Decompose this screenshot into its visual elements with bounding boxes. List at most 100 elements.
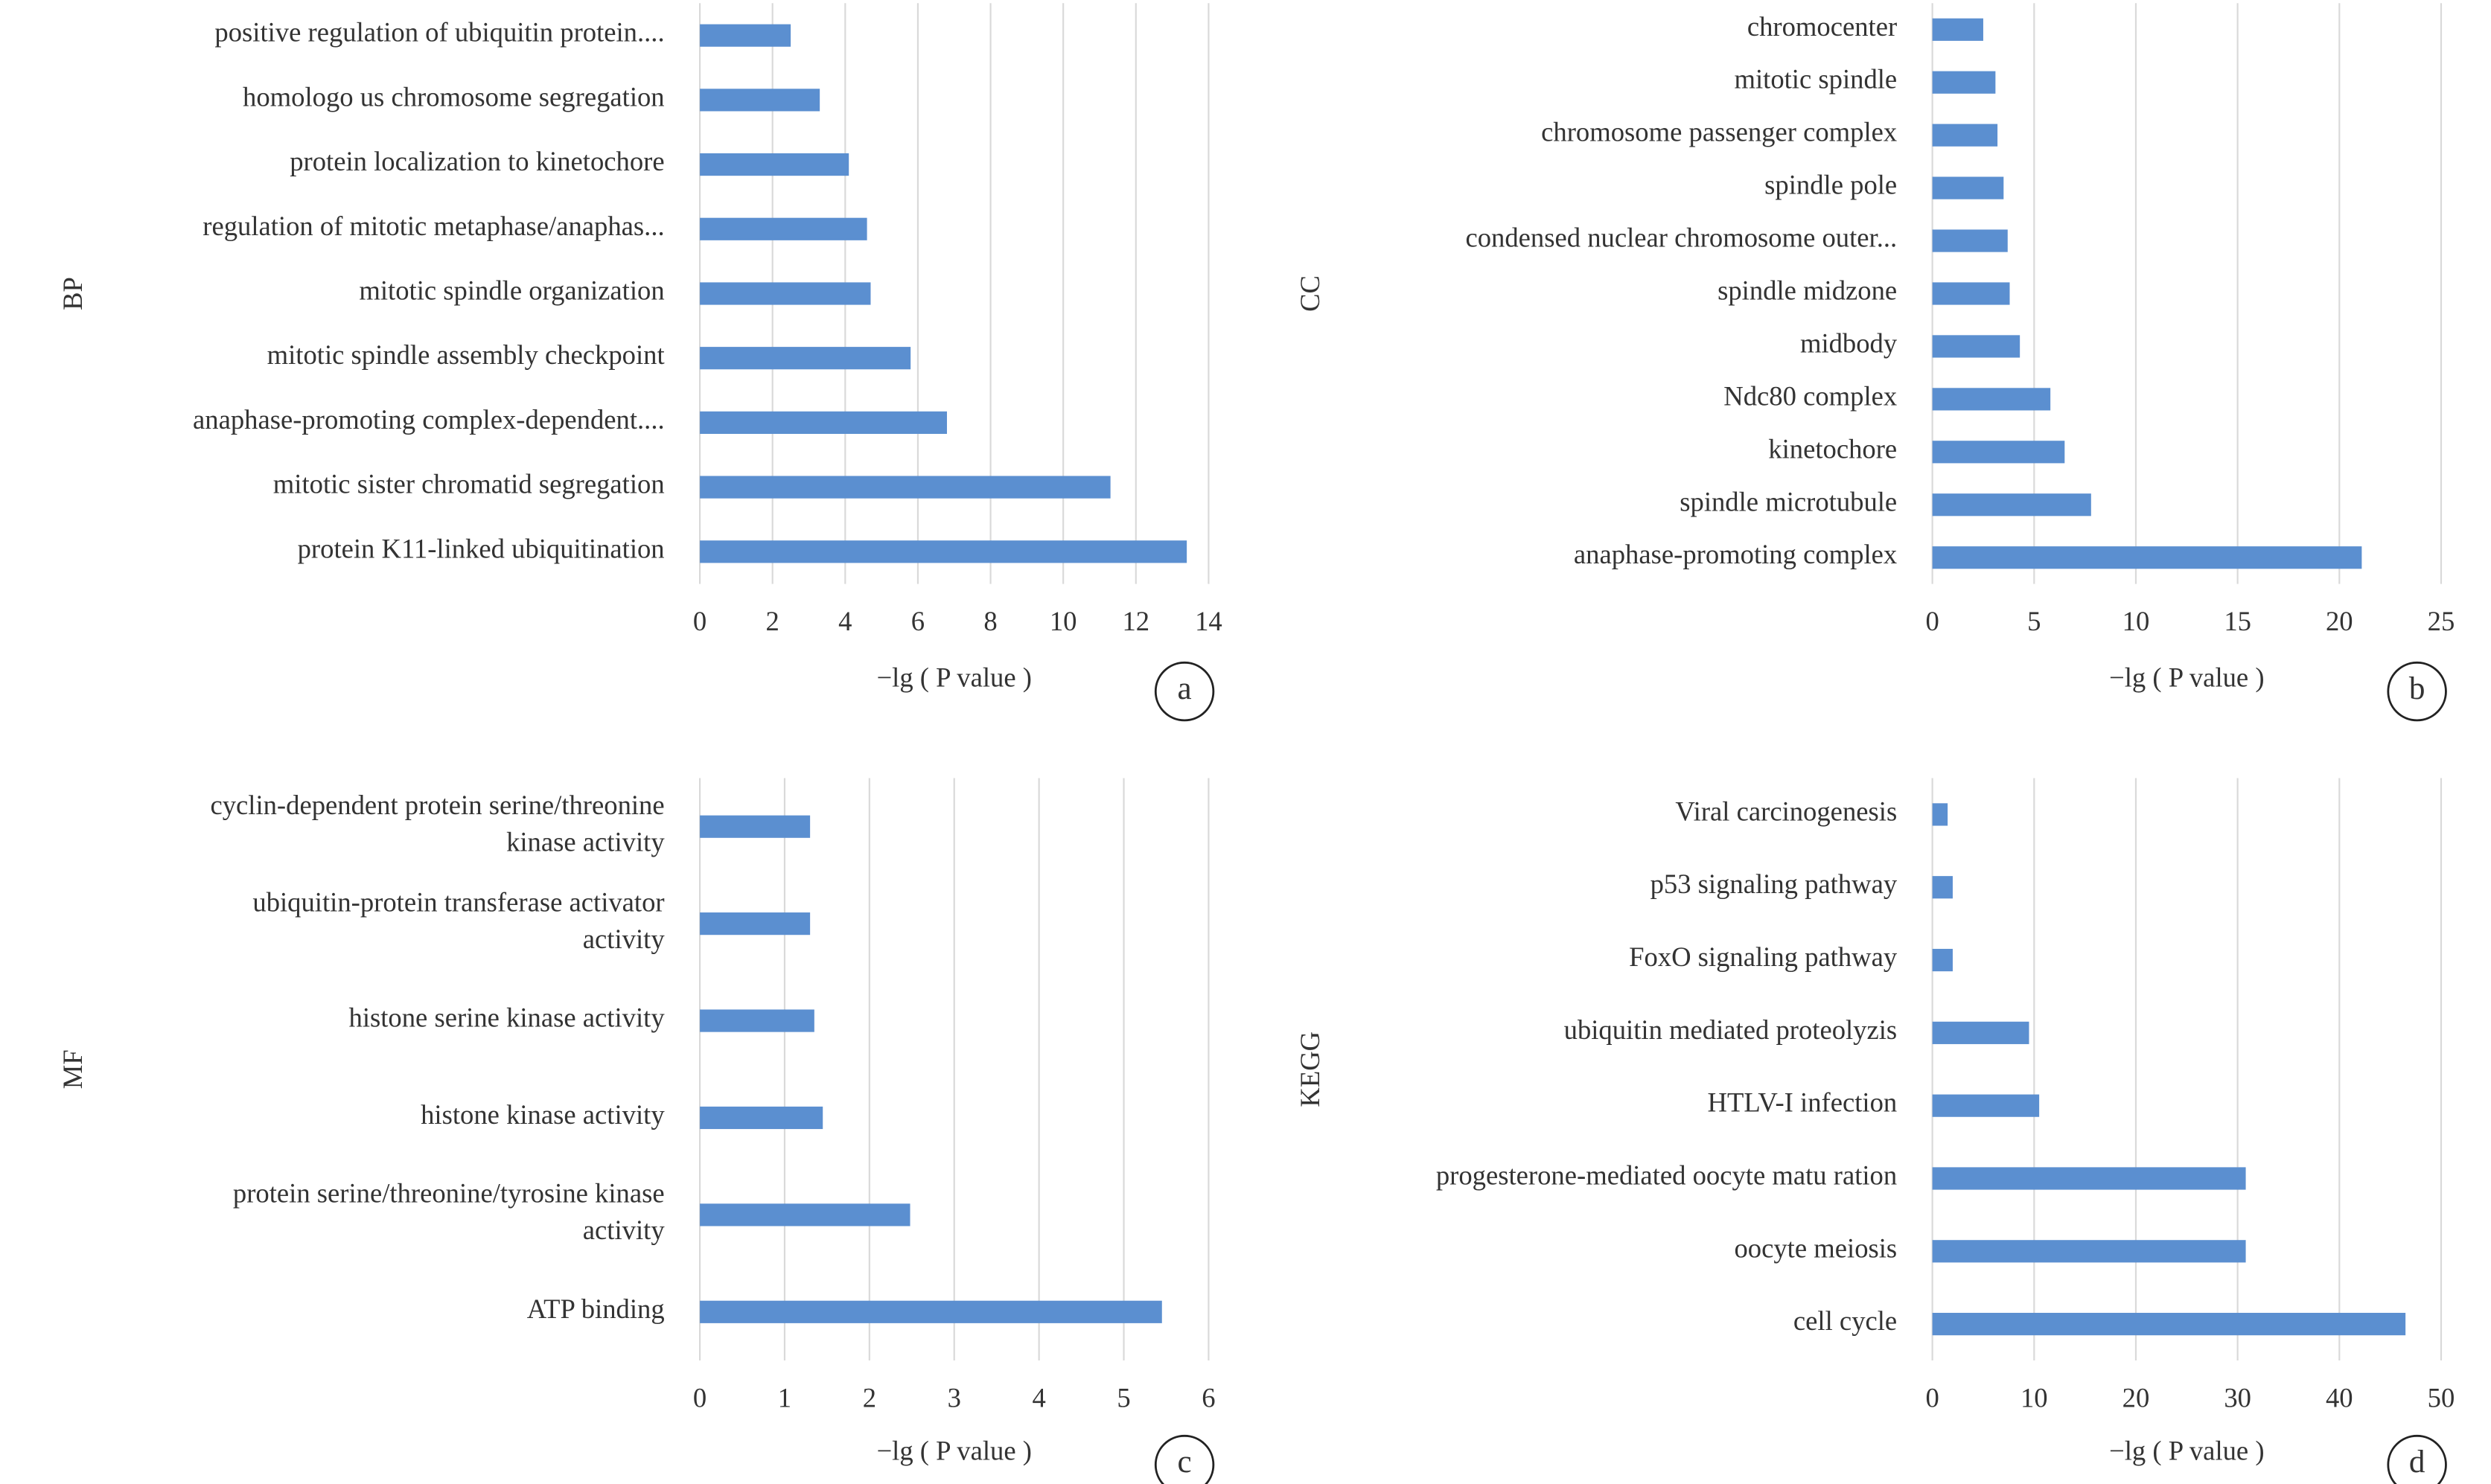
bar [700, 815, 811, 838]
y-axis-label: CC [1295, 275, 1325, 312]
category-label: protein serine/threonine/tyrosine kinase… [233, 1178, 665, 1246]
x-tick-label: 40 [2326, 1382, 2353, 1413]
category-label-line: cell cycle [1793, 1306, 1897, 1337]
x-tick-label: 0 [1925, 1382, 1939, 1413]
x-tick-label: 15 [2224, 606, 2251, 636]
category-label-line: kinase activity [506, 827, 665, 857]
x-tick-label: 6 [911, 606, 925, 636]
bar [700, 89, 820, 112]
category-label: chromocenter [1747, 11, 1897, 42]
panel-label: d [2409, 1445, 2425, 1480]
bar [1932, 876, 1953, 899]
category-label: kinetochore [1768, 434, 1897, 464]
x-tick-label: 8 [983, 606, 997, 636]
category-label-line: protein K11-linked ubiquitination [298, 534, 665, 564]
category-label-line: p53 signaling pathway [1650, 869, 1898, 900]
category-label-line: ubiquitin mediated proteolyzis [1564, 1014, 1898, 1045]
bar [1932, 1094, 2040, 1117]
category-label: mitotic spindle assembly checkpoint [267, 340, 665, 371]
category-label-line: cyclin-dependent protein serine/threonin… [210, 790, 664, 820]
panel-label: c [1178, 1445, 1192, 1480]
category-label-line: mitotic spindle [1734, 64, 1897, 95]
panel-circle [1154, 1434, 1215, 1484]
category-label: chromosome passenger complex [1541, 117, 1897, 147]
category-label-line: oocyte meiosis [1735, 1233, 1898, 1264]
category-label-line: histone serine kinase activity [349, 1002, 666, 1033]
category-label-line: mitotic sister chromatid segregation [273, 469, 665, 499]
category-label: oocyte meiosis [1735, 1233, 1898, 1264]
category-label: cell cycle [1793, 1306, 1897, 1337]
bar [1932, 1240, 2246, 1263]
x-tick-label: 10 [1050, 606, 1077, 636]
category-label: regulation of mitotic metaphase/anaphas.… [202, 211, 664, 241]
bar [1932, 335, 2020, 358]
category-label: protein localization to kinetochore [290, 146, 664, 176]
bar [1932, 546, 2362, 569]
category-label: positive regulation of ubiquitin protein… [214, 17, 664, 48]
category-label: spindle midzone [1717, 275, 1897, 306]
bar [1932, 441, 2065, 464]
bar [1932, 803, 1948, 826]
panel-label: a [1178, 671, 1192, 706]
category-label: anaphase-promoting complex [1574, 540, 1897, 570]
x-tick-label: 0 [693, 606, 707, 636]
bar [1932, 493, 2091, 516]
bar [700, 347, 911, 370]
category-label-line: midbody [1800, 328, 1898, 359]
panel-circle [2387, 1434, 2447, 1484]
x-tick-label: 12 [1122, 606, 1149, 636]
bar [700, 24, 791, 47]
category-label-line: protein serine/threonine/tyrosine kinase [233, 1178, 665, 1209]
category-label: mitotic spindle organization [359, 275, 664, 306]
bar [700, 1203, 910, 1226]
bar [1932, 1021, 2029, 1044]
category-label: homologo us chromosome segregation [243, 82, 665, 112]
category-label-line: kinetochore [1768, 434, 1897, 464]
bar [1932, 1313, 2406, 1336]
category-label: ubiquitin mediated proteolyzis [1564, 1014, 1898, 1045]
panel-circle [2387, 661, 2447, 722]
bar [1932, 124, 1998, 147]
bar [1932, 948, 1953, 972]
bar [700, 282, 871, 305]
category-label-line: protein localization to kinetochore [290, 146, 664, 176]
bar [700, 1106, 823, 1130]
x-tick-label: 1 [778, 1382, 791, 1413]
panel-label: b [2409, 671, 2425, 706]
category-label: FoxO signaling pathway [1629, 941, 1898, 972]
category-label: midbody [1800, 328, 1898, 359]
category-label-line: spindle microtubule [1680, 487, 1897, 517]
x-tick-label: 2 [863, 1382, 876, 1413]
category-label-line: progesterone-mediated oocyte matu ration [1436, 1160, 1897, 1191]
category-label-line: activity [583, 1215, 666, 1246]
bar [700, 540, 1187, 563]
x-tick-label: 30 [2224, 1382, 2251, 1413]
category-label-line: spindle midzone [1717, 275, 1897, 306]
category-label: ATP binding [527, 1293, 665, 1324]
bar [1932, 71, 1996, 94]
bar [700, 912, 811, 936]
bar [700, 1009, 814, 1032]
x-tick-label: 10 [2122, 606, 2150, 636]
x-tick-label: 20 [2122, 1382, 2150, 1413]
x-axis-label: −lg ( P value ) [2109, 662, 2264, 692]
category-label: cyclin-dependent protein serine/threonin… [210, 790, 665, 857]
category-label-line: activity [583, 924, 666, 954]
category-label: Viral carcinogenesis [1675, 796, 1897, 827]
category-label: anaphase-promoting complex-dependent.... [193, 404, 665, 435]
bar [700, 153, 849, 176]
x-tick-label: 3 [948, 1382, 961, 1413]
category-label: p53 signaling pathway [1650, 869, 1898, 900]
bar [1932, 282, 2010, 305]
x-tick-label: 0 [1925, 606, 1939, 636]
x-axis-label: −lg ( P value ) [2109, 1435, 2264, 1465]
category-label-line: FoxO signaling pathway [1629, 941, 1898, 972]
bar [1932, 18, 1983, 41]
category-label-line: mitotic spindle assembly checkpoint [267, 340, 665, 371]
category-label: histone kinase activity [421, 1099, 665, 1130]
category-label-line: Viral carcinogenesis [1675, 796, 1897, 827]
category-label-line: anaphase-promoting complex [1574, 540, 1897, 570]
x-tick-label: 0 [693, 1382, 707, 1413]
category-label: Ndc80 complex [1723, 381, 1897, 412]
